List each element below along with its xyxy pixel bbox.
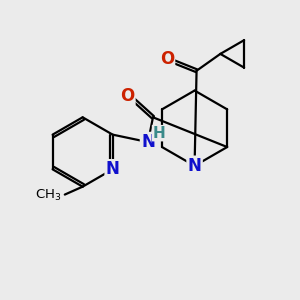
Text: N: N (106, 160, 120, 178)
Text: N: N (188, 157, 202, 175)
Text: H: H (152, 126, 165, 141)
Text: N: N (141, 133, 155, 151)
Text: O: O (120, 86, 134, 104)
Text: O: O (160, 50, 174, 68)
Text: CH$_3$: CH$_3$ (35, 188, 62, 203)
